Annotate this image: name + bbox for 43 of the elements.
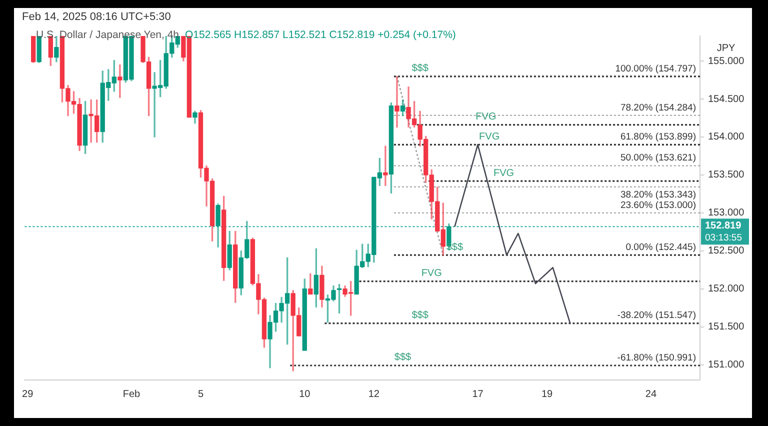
- candlestick: [394, 76, 400, 128]
- ref-line-label: 0.00% (152.445): [626, 242, 696, 253]
- y-tick-label: 151.000: [708, 360, 745, 371]
- x-tick-label: 19: [541, 388, 554, 400]
- chart-title: Feb 14, 2025 08:16 UTC+5:30: [22, 11, 171, 23]
- y-tick-label: 153.000: [708, 208, 745, 219]
- ref-line-label: -61.80% (150.991): [617, 352, 696, 364]
- y-tick-label: 153.500: [708, 170, 745, 181]
- ref-line-label: -38.20% (151.547): [617, 310, 696, 322]
- x-tick-label: 17: [472, 388, 484, 400]
- ref-line-label: 152.819: [705, 220, 742, 232]
- y-tick-label: 152.500: [708, 246, 745, 257]
- chart-subtitle: U.S. Dollar / Japanese Yen, 4h: [36, 29, 180, 41]
- ref-line-label: 100.00% (154.797): [615, 63, 696, 74]
- ref-line-label: 61.80% (153.899): [620, 132, 696, 143]
- y-tick-label: 154.500: [708, 94, 745, 105]
- y-tick-label: 154.000: [708, 132, 745, 143]
- annotation: O152.565 H152.857 L152.521 C152.819 +0.254 (+0.17%): [185, 29, 456, 41]
- x-tick-label: 12: [368, 388, 380, 400]
- y-tick-label: 152.000: [708, 284, 745, 295]
- x-tick-label: 29: [22, 388, 34, 400]
- ref-line-label: 38.20% (153.343): [620, 189, 696, 200]
- annotation: FVG: [476, 112, 496, 123]
- x-tick-label: Feb: [122, 388, 141, 400]
- ref-line-label: 50.00% (153.621): [620, 152, 696, 164]
- ref-line-label: 78.20% (154.284): [620, 102, 696, 114]
- text: 03:13:55: [705, 232, 742, 244]
- annotation: $$$: [412, 310, 429, 322]
- annotation: FVG: [493, 168, 514, 179]
- annotation: FVG: [479, 131, 500, 142]
- x-tick-label: 24: [645, 388, 657, 400]
- y-axis-title: JPY: [716, 42, 736, 54]
- candlestick: [118, 64, 122, 98]
- y-tick-label: 151.500: [708, 322, 745, 333]
- x-tick-label: 5: [198, 388, 204, 400]
- annotation: $$$: [446, 242, 464, 253]
- x-tick-label: 10: [299, 388, 311, 400]
- annotation: $$$: [394, 352, 412, 364]
- candlestick: [383, 146, 388, 186]
- y-tick-label: 155.000: [708, 56, 745, 67]
- ref-line-label: 23.60% (153.000): [620, 200, 696, 211]
- annotation: FVG: [421, 268, 442, 280]
- annotation: $$$: [412, 63, 429, 74]
